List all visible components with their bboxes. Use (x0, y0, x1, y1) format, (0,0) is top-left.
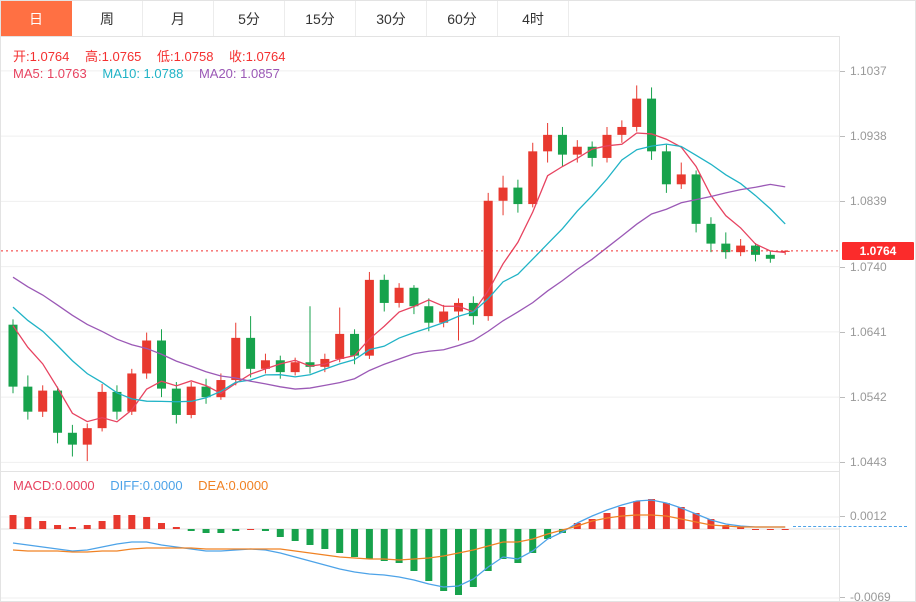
tab-15min[interactable]: 15分 (285, 1, 356, 36)
price-axis-label: -0.0069 (850, 590, 891, 602)
diff-label: DIFF: (110, 478, 143, 493)
close-label: 收: (229, 49, 246, 64)
ma10-value: 1.0788 (143, 66, 184, 81)
price-axis-label: 1.0740 (850, 259, 887, 274)
low-value: 1.0758 (173, 49, 214, 64)
ohlc-open: 开:1.0764 (13, 49, 69, 64)
tab-60min[interactable]: 60分 (427, 1, 498, 36)
macd-panel: MACD:0.0000 DIFF:0.0000 DEA:0.0000 (1, 471, 839, 602)
axis-tick (840, 201, 845, 203)
price-axis-label: 0.0012 (850, 509, 887, 523)
candlestick-chart[interactable] (1, 36, 839, 471)
main-chart-panel: 开:1.0764 高:1.0765 低:1.0758 收:1.0764 MA5:… (1, 36, 839, 471)
ma5-value: 1.0763 (46, 66, 87, 81)
axis-tick (840, 397, 845, 399)
close-value: 1.0764 (245, 49, 286, 64)
open-label: 开: (13, 49, 30, 64)
ohlc-low: 低:1.0758 (157, 49, 213, 64)
axis-tick (840, 70, 845, 72)
tab-month[interactable]: 月 (143, 1, 214, 36)
diff-value: 0.0000 (142, 478, 183, 493)
ma10-label: MA10: (102, 66, 144, 81)
ma20-value: 1.0857 (240, 66, 280, 81)
axis-tick (840, 331, 845, 333)
axis-tick (840, 516, 845, 517)
ohlc-high: 高:1.0765 (85, 49, 141, 64)
axis-tick (840, 462, 845, 464)
axis-tick (840, 266, 845, 268)
axis-tick (840, 597, 845, 598)
ohlc-close: 收:1.0764 (229, 49, 285, 64)
macd-readout: MACD:0.0000 DIFF:0.0000 DEA:0.0000 (13, 478, 280, 493)
dea-value: 0.0000 (228, 478, 269, 493)
price-axis-label: 1.0938 (850, 129, 887, 144)
interval-tabbar: 日周月 5分 15分 30分 60分 4时 (1, 1, 915, 37)
ma5-label: MA5: (13, 66, 47, 81)
tab-week[interactable]: 周 (72, 1, 143, 36)
dea-value-readout: DEA:0.0000 (198, 478, 268, 493)
dea-label: DEA: (198, 478, 229, 493)
price-axis-label: 1.0542 (850, 390, 887, 405)
price-axis-label: 1.1037 (850, 63, 887, 78)
price-axis: 1.0764 1.1037 1.0938 1.0839 1.0740 1.0641 1.0… (839, 36, 915, 602)
high-label: 高: (85, 49, 102, 64)
ma-readout: MA5: 1.0763 MA10: 1.0788 MA20: 1.0857 (13, 66, 292, 81)
price-axis-label: 1.0839 (850, 194, 887, 209)
tab-5min[interactable]: 5分 (214, 1, 285, 36)
macd-label: MACD: (13, 478, 55, 493)
diff-value-readout: DIFF:0.0000 (110, 478, 182, 493)
tab-30min[interactable]: 30分 (356, 1, 427, 36)
ma10-readout: MA10: 1.0788 (102, 66, 183, 81)
ohlc-readout: 开:1.0764 高:1.0765 低:1.0758 收:1.0764 (13, 46, 297, 65)
ma20-readout: MA20: 1.0857 (199, 66, 280, 81)
axis-tick (840, 136, 845, 138)
open-value: 1.0764 (29, 49, 70, 64)
price-axis-label: 1.0641 (850, 324, 887, 339)
last-price-tag: 1.0764 (842, 241, 914, 260)
tab-4hour[interactable]: 4时 (498, 1, 569, 36)
macd-chart[interactable] (1, 472, 839, 602)
ma5-readout: MA5: 1.0763 (13, 66, 87, 81)
tab-day[interactable]: 日 (1, 1, 72, 36)
macd-value-readout: MACD:0.0000 (13, 478, 95, 493)
macd-value: 0.0000 (54, 478, 95, 493)
macd-current-value-line (793, 526, 907, 527)
ma20-label: MA20: (198, 66, 241, 81)
price-axis-label: 1.0443 (850, 455, 887, 470)
low-label: 低: (157, 49, 174, 64)
high-value: 1.0765 (101, 49, 142, 64)
